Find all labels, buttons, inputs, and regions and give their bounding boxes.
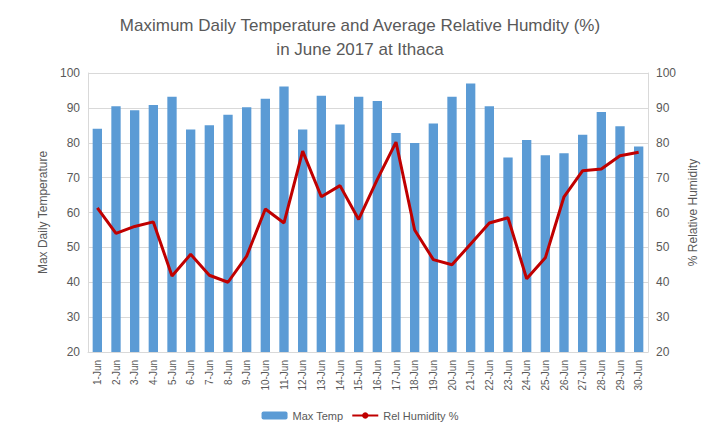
svg-text:20-Jun: 20-Jun [447, 360, 458, 391]
svg-text:12-Jun: 12-Jun [297, 360, 308, 391]
svg-text:18-Jun: 18-Jun [409, 360, 420, 391]
svg-text:70: 70 [67, 171, 81, 185]
svg-text:16-Jun: 16-Jun [372, 360, 383, 391]
svg-text:27-Jun: 27-Jun [577, 360, 588, 391]
svg-text:100: 100 [656, 66, 676, 80]
svg-text:30-Jun: 30-Jun [633, 360, 644, 391]
svg-text:24-Jun: 24-Jun [521, 360, 532, 391]
svg-text:2-Jun: 2-Jun [111, 360, 122, 385]
svg-text:70: 70 [656, 171, 670, 185]
svg-text:5-Jun: 5-Jun [167, 360, 178, 385]
svg-text:25-Jun: 25-Jun [540, 360, 551, 391]
svg-text:19-Jun: 19-Jun [428, 360, 439, 391]
svg-text:60: 60 [67, 206, 81, 220]
svg-text:21-Jun: 21-Jun [465, 360, 476, 391]
svg-text:29-Jun: 29-Jun [615, 360, 626, 391]
svg-text:50: 50 [656, 240, 670, 254]
svg-text:6-Jun: 6-Jun [185, 360, 196, 385]
svg-text:Maximum Daily Temperature and: Maximum Daily Temperature and Average Re… [120, 16, 600, 35]
svg-text:9-Jun: 9-Jun [241, 360, 252, 385]
svg-text:3-Jun: 3-Jun [129, 360, 140, 385]
svg-text:40: 40 [67, 275, 81, 289]
svg-text:20: 20 [67, 345, 81, 359]
svg-text:11-Jun: 11-Jun [279, 360, 290, 390]
svg-text:30: 30 [67, 310, 81, 324]
svg-text:8-Jun: 8-Jun [223, 360, 234, 385]
svg-text:1-Jun: 1-Jun [92, 360, 103, 385]
svg-text:in June 2017 at Ithaca: in June 2017 at Ithaca [276, 40, 444, 59]
svg-text:90: 90 [656, 101, 670, 115]
svg-text:20: 20 [656, 345, 670, 359]
svg-text:40: 40 [656, 275, 670, 289]
svg-text:Max Daily Temperature: Max Daily Temperature [36, 151, 50, 274]
svg-text:14-Jun: 14-Jun [335, 360, 346, 391]
svg-text:90: 90 [67, 101, 81, 115]
svg-text:50: 50 [67, 240, 81, 254]
svg-text:30: 30 [656, 310, 670, 324]
svg-text:26-Jun: 26-Jun [559, 360, 570, 391]
svg-text:7-Jun: 7-Jun [204, 360, 215, 385]
svg-text:100: 100 [60, 66, 80, 80]
svg-text:10-Jun: 10-Jun [260, 360, 271, 391]
svg-text:80: 80 [67, 136, 81, 150]
svg-text:80: 80 [656, 136, 670, 150]
svg-text:Rel Humidity %: Rel Humidity % [383, 410, 458, 422]
svg-text:13-Jun: 13-Jun [316, 360, 327, 391]
svg-text:22-Jun: 22-Jun [484, 360, 495, 391]
svg-text:% Relative Humidity: % Relative Humidity [686, 159, 700, 266]
svg-text:60: 60 [656, 206, 670, 220]
svg-text:28-Jun: 28-Jun [596, 360, 607, 391]
svg-text:23-Jun: 23-Jun [503, 360, 514, 391]
svg-text:17-Jun: 17-Jun [391, 360, 402, 391]
svg-text:Max Temp: Max Temp [293, 410, 344, 422]
svg-text:4-Jun: 4-Jun [148, 360, 159, 385]
svg-text:15-Jun: 15-Jun [353, 360, 364, 391]
